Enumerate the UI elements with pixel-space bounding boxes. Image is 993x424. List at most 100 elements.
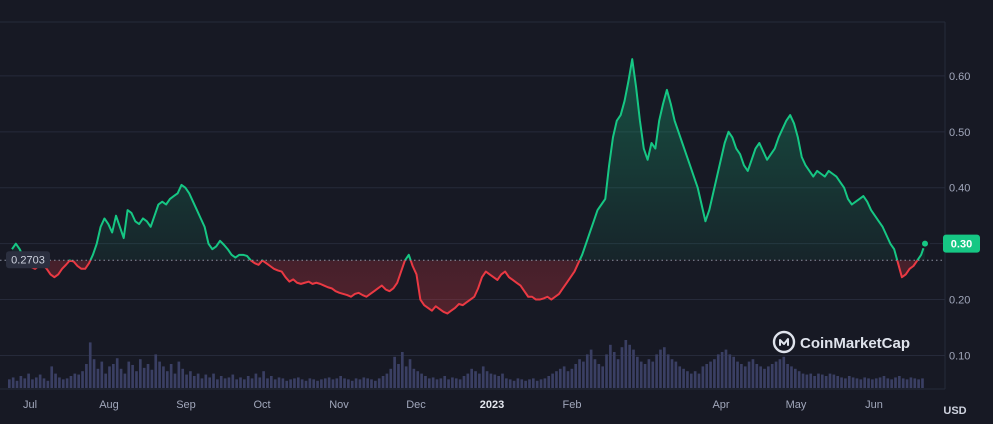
volume-bar [736,361,739,388]
volume-bar [489,373,493,388]
volume-bar [666,354,670,388]
volume-bar [709,361,712,388]
volume-bar [574,364,578,388]
volume-bar [246,376,250,388]
volume-bar [196,373,200,388]
volume-bar [624,340,628,388]
volume-bar [300,379,304,388]
volume-bar [50,366,54,388]
volume-bar [219,376,223,388]
volume-bar [901,378,905,388]
volume-bar [740,364,743,388]
volume-bar [562,366,566,388]
volume-bar [512,380,516,388]
volume-bar [813,376,816,388]
volume-bar [755,364,759,388]
price-line-down [24,260,919,315]
volume-bar [485,371,489,388]
volume-bar [173,373,177,388]
volume-bar [693,371,697,388]
volume-bar [227,377,231,388]
volume-bar [104,373,107,388]
volume-bar [493,374,497,388]
coinmarketcap-logo-icon [772,330,796,354]
volume-bar [366,378,369,388]
volume-bar [447,379,450,388]
volume-bar [162,366,165,388]
price-area-down [25,260,918,314]
volume-bar [154,354,158,388]
volume-bar [585,354,589,388]
volume-bar [801,373,805,388]
x-tick-label: Apr [712,399,729,411]
volume-bar [142,367,146,388]
volume-bar [558,368,562,388]
volume-bar [589,349,593,388]
volume-bar [320,379,323,388]
volume-bar [362,377,366,388]
volume-bar [632,349,635,388]
volume-bar [401,352,404,388]
volume-bar [146,364,150,388]
x-tick-label: Dec [406,399,426,411]
volume-bar [254,373,258,388]
volume-bar [85,364,88,388]
volume-bar [720,352,724,388]
volume-bar [805,374,809,388]
volume-bar [34,377,38,388]
volume-bar [508,379,512,388]
volume-bar [859,379,863,388]
volume-bar [528,379,531,388]
volume-bar [817,373,820,388]
volume-bar [663,347,666,388]
volume-bar [874,378,878,388]
volume-bar [61,379,65,388]
volume-bar [289,379,292,388]
x-tick-label: 2023 [480,399,504,411]
volume-bar [636,356,639,388]
volume-bar [358,379,362,388]
volume-bar [520,379,524,388]
x-tick-label: Aug [99,399,119,411]
volume-bar [331,379,335,388]
x-tick-label: Feb [563,399,582,411]
currency-label: USD [943,405,966,417]
volume-bar [150,369,154,388]
volume-bar [855,378,859,388]
x-tick-label: Nov [329,399,349,411]
volume-bar [628,344,631,388]
price-line-up [11,58,926,261]
volume-bar [620,347,624,388]
volume-bar [516,378,520,388]
y-tick-label: 0.20 [949,295,970,307]
volume-bar [643,364,647,388]
volume-bar [612,352,616,388]
volume-bar [54,373,57,388]
volume-bar [867,378,870,388]
volume-bar [277,377,281,388]
volume-bar [381,376,385,388]
volume-bar [655,354,658,388]
volume-bar [539,379,543,388]
volume-bar [15,380,19,388]
volume-bar [181,368,185,388]
volume-bar [408,359,412,388]
volume-bar [878,377,882,388]
current-price-label: 0.30 [951,239,972,251]
volume-bar [651,361,655,388]
volume-bar [389,368,393,388]
volume-bar [8,379,11,388]
volume-bar [863,377,867,388]
volume-bar [697,373,701,388]
volume-bar [767,366,770,388]
volume-bar [917,379,920,388]
y-tick-label: 0.50 [949,127,970,139]
volume-bar [192,376,196,388]
volume-bar [844,378,847,388]
volume-bar [223,378,227,388]
volume-bar [847,376,851,388]
volume-bar [890,379,893,388]
volume-bar [689,373,693,388]
